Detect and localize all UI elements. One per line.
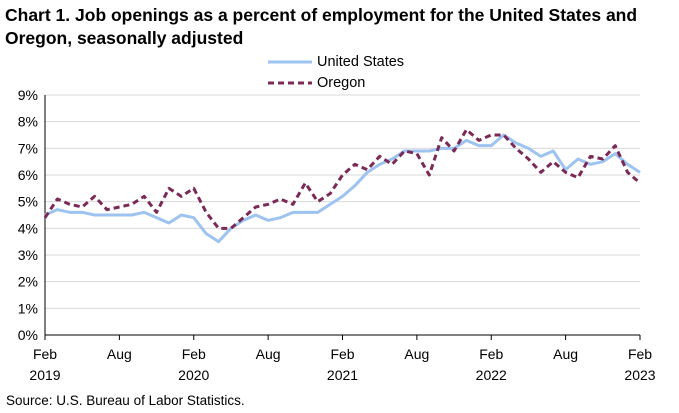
legend-item-oregon: Oregon	[268, 72, 404, 93]
legend-label-us: United States	[317, 53, 405, 70]
source-note: Source: U.S. Bureau of Labor Statistics.	[6, 393, 245, 408]
x-tick-label-month: Aug	[553, 346, 578, 362]
y-tick-label: 5%	[18, 194, 38, 210]
y-tick-label: 7%	[18, 140, 38, 156]
series-line-united-states	[44, 133, 641, 244]
y-tick-label: 4%	[18, 220, 38, 236]
x-tick-label-year: 2019	[29, 367, 60, 383]
x-tick-label-month: Feb	[33, 346, 57, 362]
gridlines	[45, 94, 640, 309]
x-tick-label-year: 2021	[327, 367, 358, 383]
legend-item-us: United States	[268, 51, 404, 72]
x-tick-label-month: Feb	[479, 346, 503, 362]
y-tick-label: 9%	[18, 87, 38, 103]
x-tick-label-month: Feb	[330, 346, 354, 362]
x-tick-label-month: Feb	[628, 346, 652, 362]
x-tick-label-year: 2023	[624, 367, 655, 383]
legend-swatch-us	[268, 60, 312, 63]
y-tick-label: 3%	[18, 247, 38, 263]
y-tick-label: 6%	[18, 167, 38, 183]
y-tick-label: 0%	[18, 327, 38, 343]
x-tick-label-year: 2020	[178, 367, 209, 383]
axes	[44, 95, 641, 340]
series-lines	[43, 128, 641, 244]
x-tick-label-month: Feb	[182, 346, 206, 362]
y-tick-label: 1%	[18, 300, 38, 316]
x-tick-labels: Feb 2019 Aug Feb 2020 Aug Feb 2021 Aug Feb 2022 Aug…	[29, 346, 655, 383]
y-tick-label: 2%	[18, 274, 38, 290]
y-tick-label: 8%	[18, 114, 38, 130]
legend-swatch-oregon	[268, 81, 312, 84]
x-tick-label-month: Aug	[256, 346, 281, 362]
chart-legend: United States Oregon	[268, 51, 404, 93]
x-tick-label-year: 2022	[476, 367, 507, 383]
x-tick-label-month: Aug	[107, 346, 132, 362]
y-tick-labels: 0% 1% 2% 3% 4% 5% 6% 7% 8% 9%	[18, 87, 38, 343]
legend-label-oregon: Oregon	[317, 74, 366, 91]
series-line-oregon	[43, 128, 641, 230]
chart-title: Chart 1. Job openings as a percent of em…	[5, 5, 638, 48]
x-tick-label-month: Aug	[404, 346, 429, 362]
